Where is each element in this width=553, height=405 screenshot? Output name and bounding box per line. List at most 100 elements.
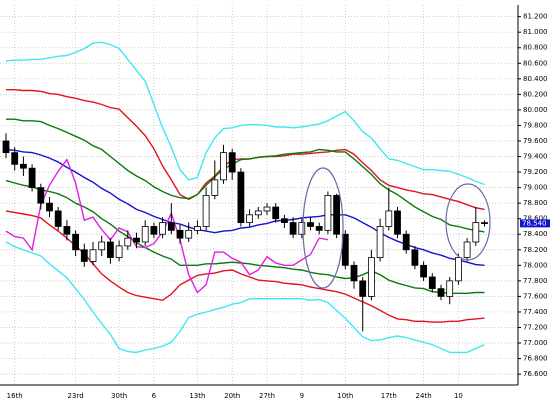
x-tick-label: 23rd [68,392,84,400]
x-tick-label: 10th [337,392,353,400]
axis-layer: 76.600 76.800 77.000 77.200 77.400 77.600 77.8… [7,13,550,400]
candle-body [324,194,332,231]
candle-body [98,241,106,251]
y-tick-label: 81.000 [523,28,548,36]
candle-body [80,249,88,262]
candle-body [28,167,36,189]
y-tick-label: 76.800 [523,355,548,363]
candle-body [411,249,419,266]
candle-body [472,222,480,243]
candle-body [437,288,445,297]
highlight-ellipse [302,167,344,289]
candle-body [202,194,210,227]
candle-body [367,257,375,297]
candle-body [454,257,462,282]
y-tick-label: 76.600 [523,370,548,378]
candle-body [428,276,436,290]
candle-body [185,229,193,239]
candle-body [350,264,358,282]
candle-body [54,210,62,227]
y-tick-label: 80.000 [523,106,548,114]
candle-body [228,152,236,173]
candle-body [289,222,297,235]
y-tick-label: 77.400 [523,308,548,316]
candle-body [46,202,53,212]
y-tick-label: 78.400 [523,230,548,238]
y-tick-label: 78.000 [523,261,548,269]
candle-body [307,222,314,227]
candle-body [420,264,428,278]
y-tick-label: 79.000 [523,184,548,192]
candle-body [107,241,114,258]
y-tick-label: 79.200 [523,168,548,176]
last-price-label: 78.540 [522,219,547,227]
y-tick-label: 79.400 [523,153,548,161]
candle-body [72,233,79,251]
y-tick-label: 77.800 [523,277,548,285]
x-tick-label: 10 [454,392,463,400]
candle-body [263,206,271,212]
candle-body [385,210,393,227]
y-tick-label: 81.200 [523,13,548,21]
highlight-ellipse [445,183,491,261]
x-tick-label: 17th [381,392,397,400]
y-tick-label: 77.000 [523,339,548,347]
candle-body [115,245,123,258]
candle-body [298,222,306,235]
band-line [5,241,485,354]
candle-body [463,241,471,258]
candle-body [141,226,149,243]
candle-body [37,187,45,204]
y-tick-label: 77.200 [523,323,548,331]
y-tick-label: 78.200 [523,246,548,254]
y-tick-label: 80.200 [523,90,548,98]
candle-body [124,237,132,247]
x-tick-label: 13th [189,392,205,400]
candle-body [133,237,140,243]
last-price-box [520,219,550,228]
candle-body [167,222,175,231]
candle-body [159,222,167,235]
candle-body [11,152,19,165]
candle-body [150,226,158,235]
candle-body [315,226,323,231]
band-line [6,118,485,233]
candle-body [193,226,201,231]
y-tick-label: 80.400 [523,75,548,83]
candle-body [19,163,27,169]
candle-body [237,171,245,223]
candle-body [246,214,254,223]
band-line [5,179,485,294]
candle-body [481,222,488,224]
x-tick-label: 9 [300,392,304,400]
candle-body [376,226,384,258]
candle-layer [2,133,488,332]
x-tick-label: 16th [7,392,23,400]
candle-body [2,140,10,154]
candle-body [333,194,341,235]
candle-body [63,226,71,235]
y-tick-label: 80.600 [523,59,548,67]
candle-body [272,206,280,220]
candle-body [211,179,219,196]
candle-body [402,233,410,251]
x-tick-label: 27th [259,392,275,400]
x-tick-label: 6 [152,392,157,400]
candle-body [280,218,288,223]
band-line [5,158,329,294]
candle-body [220,152,227,181]
candle-body [176,229,184,239]
band-line [5,41,485,186]
candle-body [254,210,262,216]
y-tick-label: 79.600 [523,137,548,145]
candle-body [359,280,367,297]
y-tick-label: 79.800 [523,121,548,129]
y-tick-label: 78.600 [523,215,548,223]
candle-body [89,249,97,262]
x-tick-label: 24th [416,392,432,400]
x-tick-label: 30th [111,392,127,400]
x-tick-label: 20th [224,392,240,400]
candle-body [446,280,454,297]
